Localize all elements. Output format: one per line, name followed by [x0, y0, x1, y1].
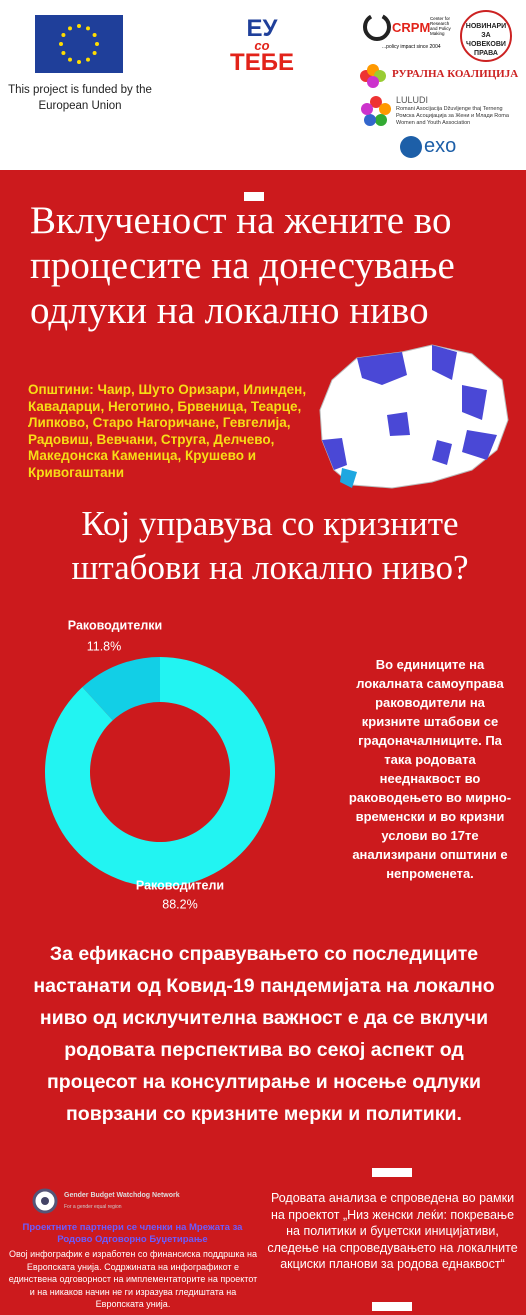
rural-name: РУРАЛНА КОАЛИЦИЈА	[392, 68, 519, 80]
donut-slice	[82, 657, 160, 721]
star	[77, 24, 81, 28]
crpm-mark	[363, 13, 391, 41]
star	[68, 26, 72, 31]
star	[86, 26, 90, 31]
crpm-sub: Center for Research and Policy Making	[430, 16, 451, 36]
partners: Проектните партнери се членки на Мрежата…	[22, 1222, 243, 1245]
conclusion: За ефикасно справувањето со последиците …	[33, 943, 495, 1125]
crpm-logo: CRPM Center for Research and Policy Maki…	[362, 12, 457, 52]
exo-mark	[400, 136, 422, 158]
exo-name: exo	[424, 135, 457, 157]
star	[68, 57, 72, 62]
slice-value-label: 11.8%	[87, 639, 122, 653]
luludi-name: LULUDI	[396, 95, 429, 105]
star	[92, 51, 97, 55]
rural-mark	[360, 64, 386, 88]
map-regions	[322, 345, 497, 470]
logo-text: ЕУ	[246, 15, 278, 42]
star	[77, 60, 81, 64]
map	[319, 344, 509, 489]
star	[61, 33, 66, 37]
network-name: Gender Budget Watchdog Network	[64, 1192, 180, 1199]
star	[92, 33, 97, 37]
network-tag: For a gender equal region	[64, 1204, 122, 1210]
dash	[372, 1302, 412, 1311]
slice-label: Раководителки	[68, 618, 162, 632]
title: Вклученост на жените во процесите на дон…	[30, 199, 455, 332]
slice-value-label: 88.2%	[162, 897, 197, 911]
dash	[372, 1168, 412, 1177]
question: Кој управува со кризните штабови на лока…	[71, 504, 469, 587]
logo-text: ТЕБЕ	[230, 49, 294, 76]
crpm-name: CRPM	[392, 20, 431, 35]
eu-stars	[59, 24, 99, 64]
eu-flag	[35, 15, 123, 73]
eu-with-you-logo: ЕУ со ТЕБЕ	[212, 15, 312, 76]
crpm-tag: ...policy impact since 2004	[382, 44, 441, 50]
star	[95, 42, 99, 46]
map-lake	[340, 468, 357, 488]
star	[61, 51, 66, 55]
disclaimer: Овој инфографик е изработен со финансиск…	[8, 1249, 258, 1309]
logo-text: со	[254, 38, 270, 53]
municipalities: Општини: Чаир, Шуто Оризари, Илинден, Ка…	[28, 382, 307, 480]
donut-slice	[44, 657, 275, 887]
star	[86, 57, 90, 62]
project: Родовата анализа е спроведена во рамки н…	[267, 1191, 518, 1271]
slice-label: Раководители	[136, 878, 224, 892]
luludi-sub: Romani Asocijacija Džuvljenge thaj Terne…	[396, 106, 509, 126]
jhr-logo: НОВИНАРИ ЗА ЧОВЕКОВИ ПРАВА	[460, 10, 512, 62]
dash	[244, 192, 264, 201]
side-note: Во единиците на локалната самоуправа рак…	[348, 657, 512, 881]
eu-caption: This project is funded by the European U…	[8, 84, 152, 112]
star	[59, 42, 63, 46]
luludi-mark	[361, 96, 391, 126]
network-mark	[32, 1188, 58, 1214]
donut-chart: Раководителки 11.8% Раководители 88.2%	[44, 618, 275, 911]
